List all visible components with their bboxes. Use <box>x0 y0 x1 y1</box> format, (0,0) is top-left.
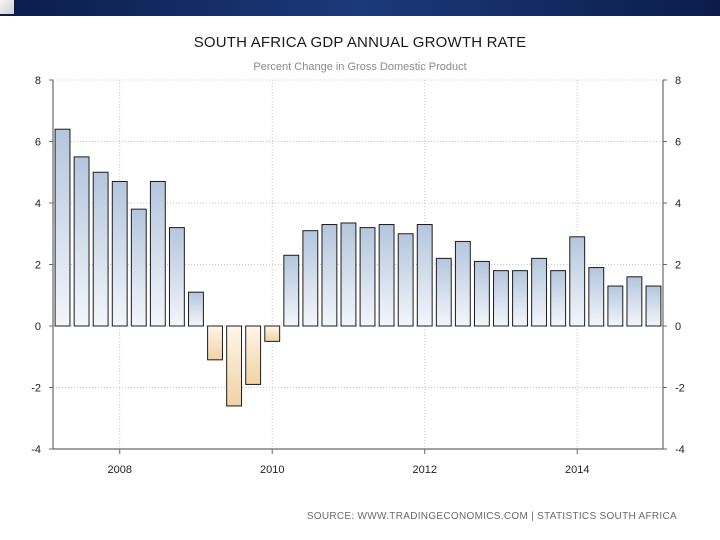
y-tick-label-left: -4 <box>31 444 41 456</box>
bar <box>359 227 376 327</box>
bar <box>245 325 262 385</box>
bar <box>321 224 338 327</box>
y-tick-label-right: 0 <box>675 321 681 333</box>
bar <box>569 236 586 327</box>
bar <box>378 224 395 327</box>
bar <box>264 325 281 342</box>
bar <box>626 276 643 327</box>
y-tick-label-left: 2 <box>35 260 41 272</box>
x-tick-label: 2010 <box>260 464 284 476</box>
bar <box>283 254 300 327</box>
y-tick-label-right: 2 <box>675 260 681 272</box>
y-tick-label-left: 6 <box>35 137 41 149</box>
bar <box>493 270 509 327</box>
chart-title: SOUTH AFRICA GDP ANNUAL GROWTH RATE <box>194 34 527 51</box>
bar <box>512 270 528 327</box>
bar <box>531 257 548 327</box>
x-tick-label: 2014 <box>565 464 589 476</box>
x-tick-label: 2008 <box>107 464 131 476</box>
bar <box>168 227 185 327</box>
y-tick-label-left: -2 <box>31 383 41 395</box>
bar <box>607 285 624 327</box>
window-top-bar <box>0 0 720 16</box>
y-tick-label-left: 4 <box>35 198 41 210</box>
bar <box>397 233 414 327</box>
y-tick-label-left: 8 <box>35 75 41 87</box>
bar <box>550 270 567 327</box>
bar <box>473 260 490 327</box>
axes <box>49 79 667 454</box>
y-tick-label-right: 6 <box>675 137 681 149</box>
bar <box>92 171 109 327</box>
y-tick-label-left: 0 <box>35 321 41 333</box>
bar <box>73 156 90 327</box>
bar <box>188 291 204 327</box>
y-tick-label-right: -2 <box>675 383 685 395</box>
y-tick-label-right: 8 <box>675 75 681 87</box>
tick-labels: 8 8 6 6 4 4 2 2 0 0 -2 -2 -4 -4 2008 2010 2012 2014 <box>31 75 685 476</box>
window-corner-icon <box>0 0 14 14</box>
y-tick-label-right: 4 <box>675 198 681 210</box>
bar <box>111 180 128 327</box>
bar <box>54 128 71 327</box>
bar <box>149 180 166 327</box>
bar <box>207 325 223 361</box>
x-tick-label: 2012 <box>412 464 436 476</box>
bar <box>226 325 243 407</box>
bar <box>130 208 147 327</box>
bar <box>454 240 471 327</box>
source-note: SOURCE: WWW.TRADINGECONOMICS.COM | STATI… <box>307 511 677 522</box>
bar <box>416 224 433 327</box>
bar <box>435 257 452 327</box>
chart-subtitle: Percent Change in Gross Domestic Product <box>253 61 466 73</box>
bars <box>54 128 662 407</box>
bar <box>645 285 662 327</box>
y-tick-label-right: -4 <box>675 444 685 456</box>
bar <box>588 267 605 327</box>
bar <box>302 230 319 327</box>
bar <box>340 222 357 327</box>
